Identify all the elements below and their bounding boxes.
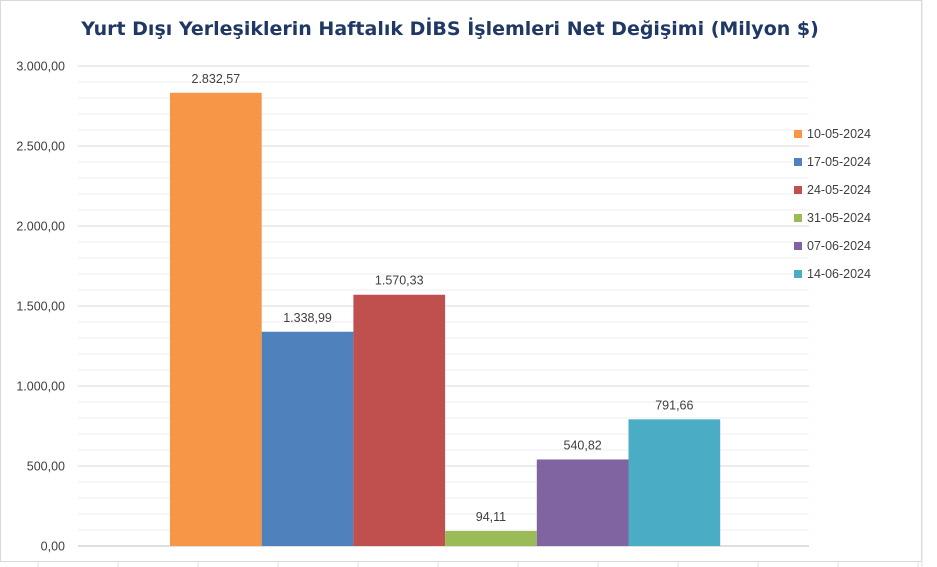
chart-area[interactable]: Yurt Dışı Yerleşiklerin Haftalık DİBS İş… <box>0 0 922 562</box>
legend-swatch <box>794 158 802 166</box>
bar-24-05-2024[interactable] <box>353 294 446 546</box>
y-tick-label: 1.000,00 <box>16 380 65 394</box>
legend-label: 31-05-2024 <box>807 211 871 225</box>
legend-item[interactable]: 10-05-2024 <box>794 120 871 148</box>
y-tick-label: 1.500,00 <box>16 300 65 314</box>
legend-item[interactable]: 14-06-2024 <box>794 260 871 288</box>
legend-label: 24-05-2024 <box>807 183 871 197</box>
legend-label: 17-05-2024 <box>807 155 871 169</box>
bar-14-06-2024[interactable] <box>628 419 721 546</box>
data-label: 1.338,99 <box>283 311 332 325</box>
data-label: 1.570,33 <box>375 274 424 288</box>
y-tick-label: 2.500,00 <box>16 140 65 154</box>
legend-swatch <box>794 270 802 278</box>
legend-label: 07-06-2024 <box>807 239 871 253</box>
bar-31-05-2024[interactable] <box>445 530 537 546</box>
data-label: 94,11 <box>476 510 506 524</box>
legend-swatch <box>794 130 802 138</box>
bar-10-05-2024[interactable] <box>170 92 262 546</box>
plot-area: 0,00 500,00 1.000,00 1.500,00 2.000,00 2.500,… <box>16 60 809 554</box>
legend-swatch <box>794 186 802 194</box>
legend-item[interactable]: 07-06-2024 <box>794 232 871 260</box>
legend-label: 10-05-2024 <box>807 127 871 141</box>
y-tick-label: 500,00 <box>27 460 65 474</box>
y-tick-label: 2.000,00 <box>16 220 65 234</box>
legend-item[interactable]: 31-05-2024 <box>794 204 871 232</box>
y-tick-label: 3.000,00 <box>16 60 65 74</box>
legend-item[interactable]: 24-05-2024 <box>794 176 871 204</box>
legend-label: 14-06-2024 <box>807 267 871 281</box>
y-tick-label: 0,00 <box>41 540 65 554</box>
legend: 10-05-2024 17-05-2024 24-05-2024 31-05-2024… <box>794 120 871 288</box>
bar-17-05-2024[interactable] <box>261 331 354 546</box>
legend-item[interactable]: 17-05-2024 <box>794 148 871 176</box>
data-label: 540,82 <box>564 438 602 452</box>
chart-title: Yurt Dışı Yerleşiklerin Haftalık DİBS İş… <box>81 18 819 40</box>
legend-swatch <box>794 214 802 222</box>
data-label: 791,66 <box>655 398 693 412</box>
legend-swatch <box>794 242 802 250</box>
data-label: 2.832,57 <box>192 72 241 86</box>
bar-07-06-2024[interactable] <box>536 459 629 546</box>
